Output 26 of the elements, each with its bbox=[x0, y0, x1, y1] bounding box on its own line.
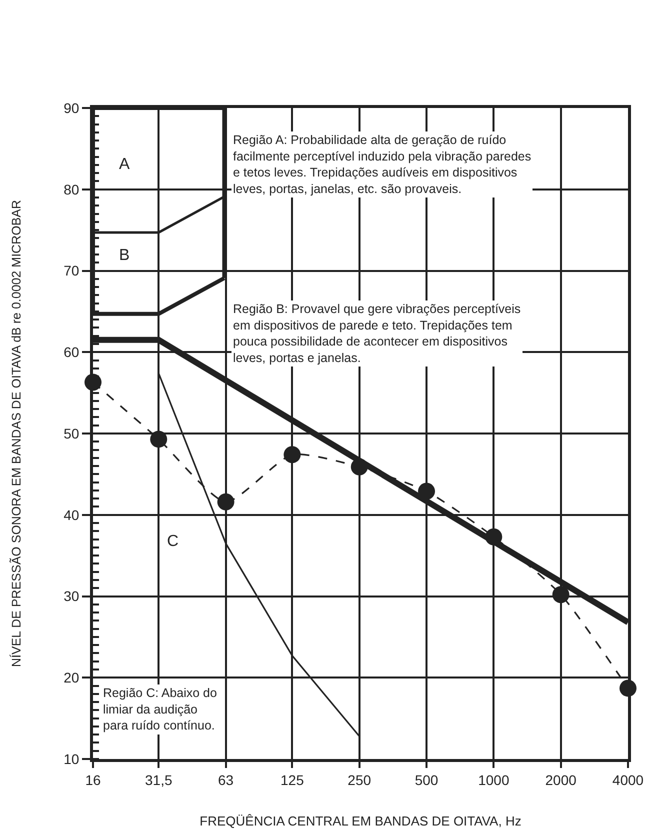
annotation: Região A: Probabilidade alta de geração de ruído facilmente perceptível induzido pela vibração paredes e tetos leves. Trepidações audíveis em dispositivos leves, portas, janelas, etc. são provaveis. bbox=[233, 133, 532, 196]
y-tick-label: 20 bbox=[64, 670, 80, 686]
y-tick-label: 50 bbox=[64, 425, 80, 442]
x-tick-label: 1000 bbox=[478, 772, 510, 788]
annotation: Região B: Provavel que gere vibrações perceptíveis em dispositivos de parede e teto. Trepidações tem pouca possibilidade de acontecer em dispositivos leves, portas e janelas. bbox=[233, 302, 521, 365]
x-tick-label: 4000 bbox=[612, 772, 644, 788]
y-axis-title: NÍVEL DE PRESSÃO SONORA EM BANDAS DE OITAVA dB re 0.0002 MICROBAR bbox=[10, 200, 24, 668]
y-tick-label: 40 bbox=[64, 506, 80, 523]
x-tick-label: 125 bbox=[280, 772, 304, 788]
x-axis-title: FREQÜÊNCIA CENTRAL EM BANDAS DE OITAVA, Hz bbox=[200, 813, 522, 828]
y-tick-label: 10 bbox=[64, 750, 80, 767]
annotation: Região C: Abaixo do limiar da audição para ruído contínuo. bbox=[103, 686, 218, 732]
annotation: B bbox=[119, 247, 130, 264]
x-tick-label: 2000 bbox=[545, 772, 577, 788]
x-tick-label: 31,5 bbox=[145, 772, 172, 788]
annotation: C bbox=[167, 533, 179, 550]
y-tick-label: 60 bbox=[64, 344, 80, 360]
y-tick-label: 80 bbox=[64, 181, 80, 198]
x-tick-label: 250 bbox=[348, 772, 372, 788]
y-tick-label: 30 bbox=[64, 588, 80, 604]
y-tick-label: 70 bbox=[64, 262, 80, 279]
x-tick-label: 500 bbox=[414, 772, 438, 788]
x-tick-label: 63 bbox=[218, 772, 234, 788]
annotation: A bbox=[119, 156, 130, 173]
y-tick-label: 90 bbox=[64, 100, 80, 116]
x-tick-label: 16 bbox=[85, 772, 101, 788]
